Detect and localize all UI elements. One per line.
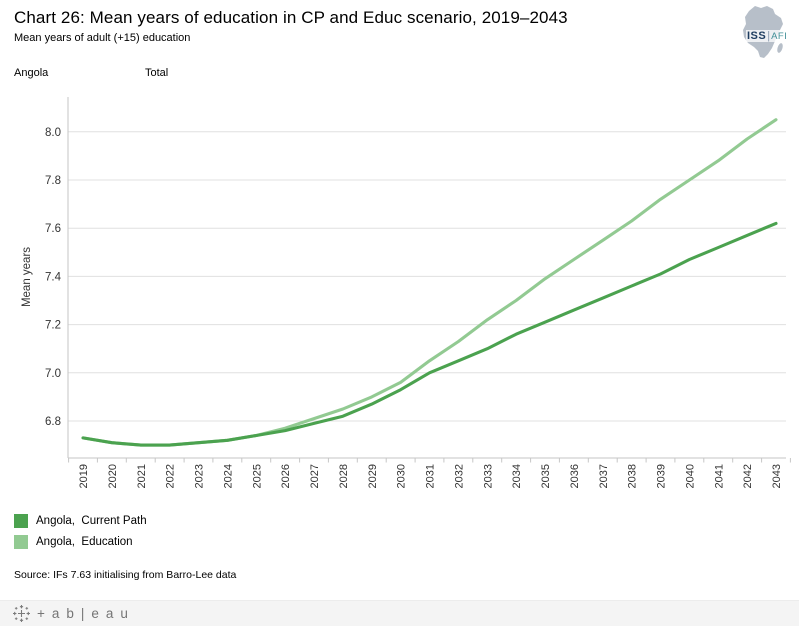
x-tick-label: 2032 bbox=[453, 464, 465, 488]
iss-afi-logo: ISS|AFI bbox=[746, 30, 789, 42]
pane-column-header: Total bbox=[145, 67, 169, 79]
x-tick-label: 2035 bbox=[540, 464, 552, 488]
x-tick-label: 2039 bbox=[656, 464, 668, 488]
source-note: Source: IFs 7.63 initialising from Barro… bbox=[14, 569, 237, 581]
x-tick-label: 2025 bbox=[251, 464, 263, 488]
x-tick-label: 2020 bbox=[107, 464, 119, 488]
x-tick-label: 2040 bbox=[684, 464, 696, 488]
current-path-swatch bbox=[14, 514, 28, 528]
x-tick-label: 2021 bbox=[136, 464, 148, 488]
x-tick-label: 2043 bbox=[771, 464, 783, 488]
chart-title: Chart 26: Mean years of education in CP … bbox=[14, 8, 568, 27]
logo-org-text: ISS bbox=[747, 30, 767, 42]
x-tick-label: 2022 bbox=[165, 464, 177, 488]
x-tick-label: 2038 bbox=[627, 464, 639, 488]
x-tick-label: 2036 bbox=[569, 464, 581, 488]
legend-label: Angola, Education bbox=[36, 536, 133, 548]
y-tick-label: 7.0 bbox=[45, 368, 61, 380]
x-tick-label: 2030 bbox=[396, 464, 408, 488]
x-tick-label: 2019 bbox=[78, 464, 90, 488]
legend-item-education[interactable]: Angola, Education bbox=[14, 532, 147, 552]
pane-row-header: Angola bbox=[14, 67, 49, 79]
education-swatch bbox=[14, 535, 28, 549]
y-tick-label: 7.4 bbox=[45, 271, 62, 283]
x-axis-labels: 2019 2020 2021 2022 2023 2024 2025 2026 2027 2028… bbox=[78, 464, 783, 488]
x-tick-label: 2042 bbox=[742, 464, 754, 488]
tableau-footer-bar: +ab|eau bbox=[0, 600, 799, 626]
x-tick-label: 2027 bbox=[309, 464, 321, 488]
y-tick-label: 7.8 bbox=[45, 175, 61, 187]
y-tick-label: 6.8 bbox=[45, 416, 61, 428]
logo-separator: | bbox=[767, 30, 771, 42]
logo-unit-text: AFI bbox=[771, 31, 788, 42]
y-tick-label: 8.0 bbox=[45, 127, 61, 139]
x-tick-label: 2024 bbox=[222, 464, 234, 488]
y-axis-title: Mean years bbox=[21, 247, 33, 307]
y-axis-labels: 6.8 7.0 7.2 7.4 7.6 7.8 8.0 bbox=[45, 127, 62, 428]
legend-item-current-path[interactable]: Angola, Current Path bbox=[14, 511, 147, 531]
gridlines bbox=[68, 131, 786, 422]
x-tick-label: 2031 bbox=[425, 464, 437, 488]
chart-subtitle: Mean years of adult (+15) education bbox=[14, 32, 191, 44]
tableau-wordmark[interactable]: +ab|eau bbox=[37, 606, 135, 621]
x-tick-label: 2023 bbox=[194, 464, 206, 488]
series-line-education[interactable] bbox=[81, 118, 778, 447]
tableau-logo-icon[interactable] bbox=[12, 604, 31, 623]
series-line-current-path[interactable] bbox=[81, 221, 778, 447]
axes bbox=[67, 97, 791, 463]
color-legend: Angola, Current Path Angola, Education bbox=[14, 511, 147, 553]
x-tick-label: 2041 bbox=[713, 464, 725, 488]
x-tick-label: 2029 bbox=[367, 464, 379, 488]
legend-label: Angola, Current Path bbox=[36, 515, 147, 527]
x-tick-label: 2028 bbox=[338, 464, 350, 488]
x-tick-label: 2026 bbox=[280, 464, 292, 488]
x-tick-label: 2034 bbox=[511, 464, 523, 488]
y-tick-label: 7.6 bbox=[45, 223, 61, 235]
y-tick-label: 7.2 bbox=[45, 320, 61, 332]
x-tick-label: 2037 bbox=[598, 464, 610, 488]
x-tick-label: 2033 bbox=[482, 464, 494, 488]
